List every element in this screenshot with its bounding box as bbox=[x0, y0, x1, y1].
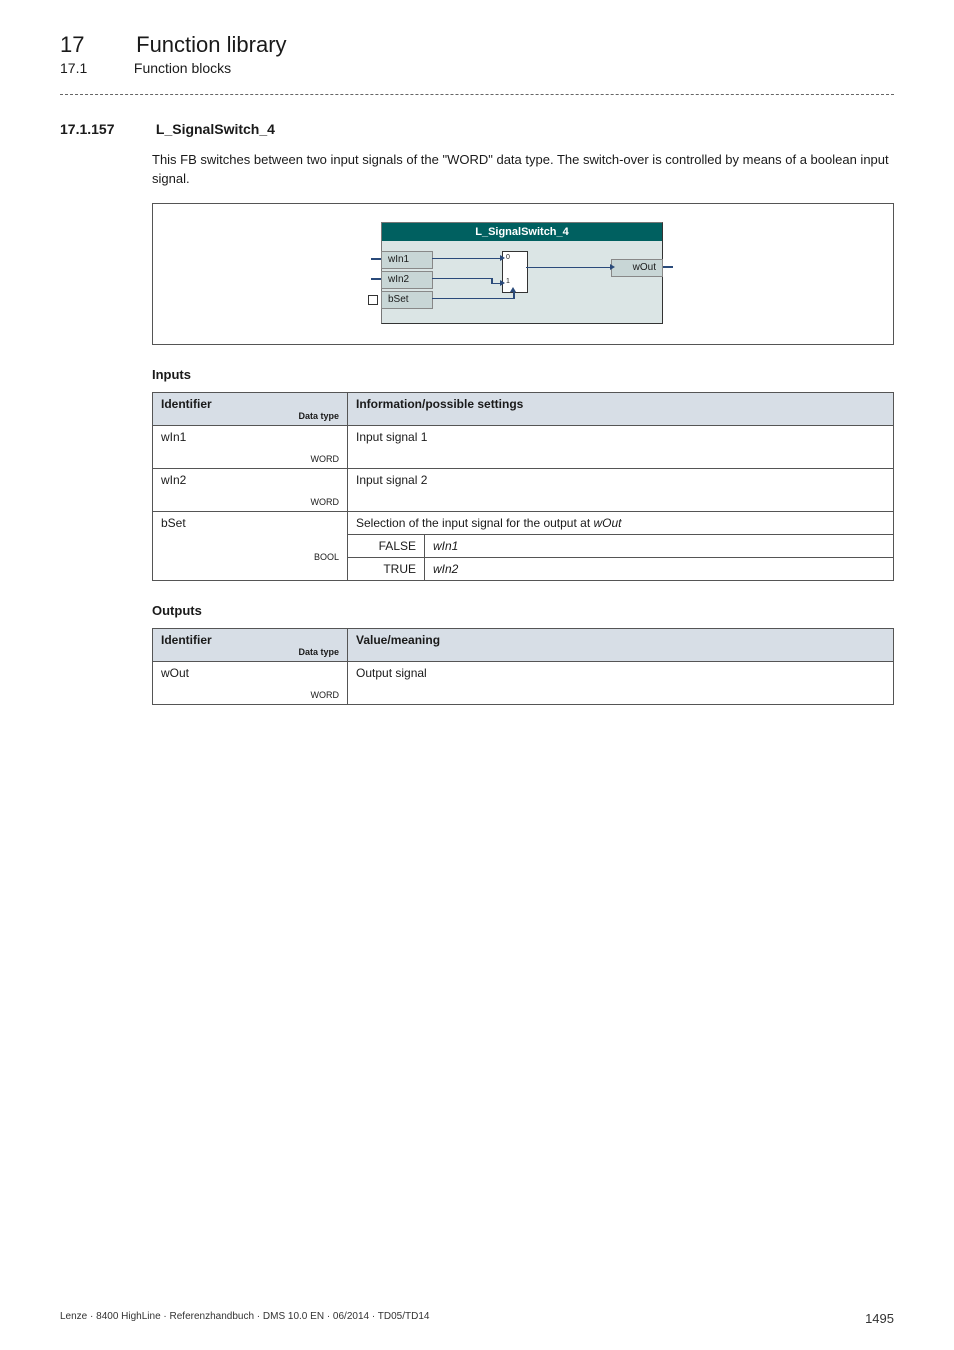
th-info: Information/possible settings bbox=[348, 392, 894, 425]
ident-datatype: BOOL bbox=[161, 552, 339, 562]
subsection-number: 17.1.157 bbox=[60, 121, 152, 137]
th-identifier: Identifier Data type bbox=[153, 628, 348, 661]
port-win1: wIn1 bbox=[381, 251, 433, 269]
row-info: Input signal 1 bbox=[348, 425, 894, 468]
th-datatype-label: Data type bbox=[161, 411, 339, 421]
th-identifier: Identifier Data type bbox=[153, 392, 348, 425]
inputs-table: Identifier Data type Information/possibl… bbox=[152, 392, 894, 581]
wire bbox=[432, 278, 492, 280]
fb-title: L_SignalSwitch_4 bbox=[382, 223, 662, 241]
wire bbox=[432, 298, 514, 300]
wire bbox=[513, 291, 515, 299]
th-identifier-label: Identifier bbox=[161, 633, 212, 647]
divider bbox=[60, 94, 894, 95]
arrowhead-icon bbox=[510, 287, 516, 292]
arrowhead-icon bbox=[500, 255, 505, 261]
wire bbox=[432, 258, 502, 260]
ident-name: wIn1 bbox=[161, 430, 186, 444]
fb-box: L_SignalSwitch_4 wIn1 wIn2 bSet wOut 0 1 bbox=[381, 222, 663, 324]
th-value: Value/meaning bbox=[348, 628, 894, 661]
section-number: 17.1 bbox=[60, 60, 130, 76]
bset-info-text: Selection of the input signal for the ou… bbox=[356, 516, 594, 530]
bset-option-val: wIn2 bbox=[425, 557, 894, 580]
th-datatype-label: Data type bbox=[161, 647, 339, 657]
outputs-heading: Outputs bbox=[152, 603, 894, 618]
wire-stub bbox=[371, 278, 381, 280]
ident-name: wIn2 bbox=[161, 473, 186, 487]
chapter-title: Function library bbox=[136, 32, 286, 57]
wire bbox=[526, 267, 612, 269]
section-description: This FB switches between two input signa… bbox=[152, 151, 894, 189]
row-value: Output signal bbox=[348, 661, 894, 704]
subsection-heading: 17.1.157 L_SignalSwitch_4 bbox=[60, 121, 894, 137]
bset-option-key: FALSE bbox=[348, 534, 425, 557]
section-title: Function blocks bbox=[134, 60, 231, 76]
bset-info-italic: wOut bbox=[594, 516, 622, 530]
mux-label-0: 0 bbox=[506, 254, 510, 261]
wire bbox=[491, 278, 493, 284]
mux-label-1: 1 bbox=[506, 278, 510, 285]
subsection-title: L_SignalSwitch_4 bbox=[156, 121, 275, 137]
page-footer: Lenze · 8400 HighLine · Referenzhandbuch… bbox=[60, 1311, 894, 1326]
port-win2: wIn2 bbox=[381, 271, 433, 289]
row-info: Selection of the input signal for the ou… bbox=[348, 511, 894, 534]
ident-datatype: WORD bbox=[161, 690, 339, 700]
chapter-heading: 17 Function library bbox=[60, 32, 894, 58]
bset-option-key: TRUE bbox=[348, 557, 425, 580]
chapter-number: 17 bbox=[60, 32, 130, 58]
fb-diagram: L_SignalSwitch_4 wIn1 wIn2 bSet wOut 0 1 bbox=[152, 203, 894, 345]
table-row: wOut WORD Output signal bbox=[153, 661, 894, 704]
port-bset: bSet bbox=[381, 291, 433, 309]
ident-datatype: WORD bbox=[161, 497, 339, 507]
page-number: 1495 bbox=[865, 1311, 894, 1326]
ident-name: bSet bbox=[161, 516, 186, 530]
footer-text: Lenze · 8400 HighLine · Referenzhandbuch… bbox=[60, 1311, 429, 1326]
wire-stub bbox=[663, 266, 673, 268]
table-row: wIn2 WORD Input signal 2 bbox=[153, 468, 894, 511]
wire-stub bbox=[371, 258, 381, 260]
table-row: wIn1 WORD Input signal 1 bbox=[153, 425, 894, 468]
ident-name: wOut bbox=[161, 666, 189, 680]
table-row: bSet BOOL Selection of the input signal … bbox=[153, 511, 894, 534]
outputs-table: Identifier Data type Value/meaning wOut … bbox=[152, 628, 894, 705]
th-identifier-label: Identifier bbox=[161, 397, 212, 411]
bset-option-val: wIn1 bbox=[425, 534, 894, 557]
arrowhead-icon bbox=[500, 280, 505, 286]
bset-terminal-icon bbox=[368, 295, 378, 305]
port-wout: wOut bbox=[611, 259, 663, 277]
row-info: Input signal 2 bbox=[348, 468, 894, 511]
section-heading: 17.1 Function blocks bbox=[60, 60, 894, 76]
arrowhead-icon bbox=[610, 264, 615, 270]
inputs-heading: Inputs bbox=[152, 367, 894, 382]
ident-datatype: WORD bbox=[161, 454, 339, 464]
